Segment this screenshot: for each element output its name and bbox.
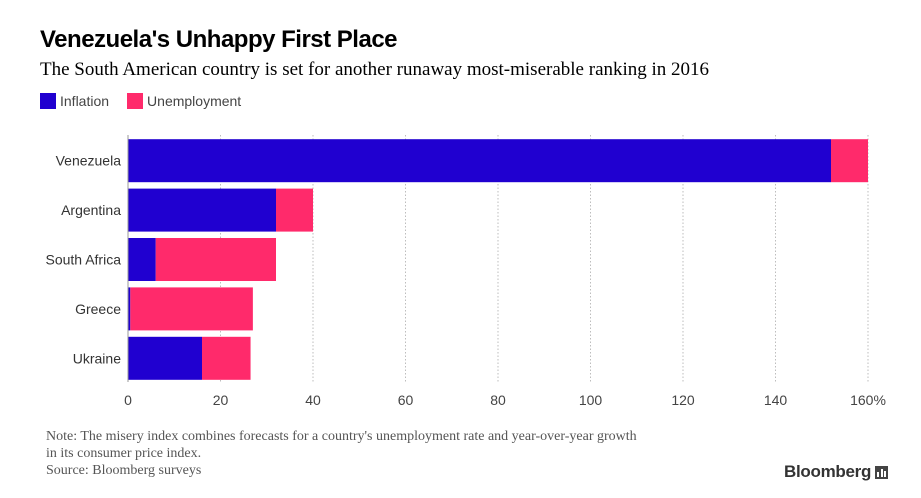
bar-inflation: [128, 336, 202, 380]
x-tick-label: 160%: [850, 392, 886, 408]
brand-name: Bloomberg: [784, 462, 872, 481]
chart-note: Note: The misery index combines forecast…: [46, 428, 766, 479]
x-tick-label: 60: [398, 392, 414, 408]
x-tick-label: 120: [671, 392, 695, 408]
chart-subtitle: The South American country is set for an…: [40, 59, 710, 80]
legend-swatch-unemployment: [127, 93, 144, 109]
bar-inflation: [128, 139, 831, 183]
x-tick-label: 20: [213, 392, 229, 408]
legend: Inflation Unemployment: [40, 93, 259, 109]
bar-inflation: [128, 287, 131, 331]
source-line: Source: Bloomberg surveys: [46, 463, 202, 478]
legend-label-inflation: Inflation: [60, 93, 110, 109]
bar-inflation: [128, 238, 156, 281]
x-tick-label: 0: [124, 392, 132, 408]
category-label: Venezuela: [56, 153, 122, 169]
note-line-1: Note: The misery index combines forecast…: [46, 429, 637, 444]
chart-title: Venezuela's Unhappy First Place: [40, 26, 398, 53]
bar-unemployment: [130, 287, 253, 331]
bar-unemployment: [202, 336, 251, 380]
category-label: Argentina: [61, 202, 121, 218]
bar-unemployment: [276, 188, 313, 232]
bar-unemployment: [831, 139, 868, 183]
legend-item-unemployment: Unemployment: [127, 93, 241, 109]
x-tick-label: 80: [490, 392, 506, 408]
legend-item-inflation: Inflation: [40, 93, 109, 109]
x-tick-label: 40: [305, 392, 321, 408]
bar-chart-logo-icon: [875, 465, 889, 479]
bar-inflation: [128, 188, 276, 232]
note-line-2: in its consumer price index.: [46, 446, 202, 461]
category-label: Ukraine: [73, 350, 121, 366]
bloomberg-logo: Bloomberg: [784, 462, 889, 482]
x-tick-label: 140: [764, 392, 788, 408]
category-label: Greece: [75, 301, 121, 317]
x-tick-label: 100: [579, 392, 603, 408]
bar-unemployment: [155, 238, 276, 281]
legend-swatch-inflation: [40, 93, 56, 109]
category-label: South Africa: [46, 252, 122, 268]
legend-label-unemployment: Unemployment: [147, 93, 242, 109]
